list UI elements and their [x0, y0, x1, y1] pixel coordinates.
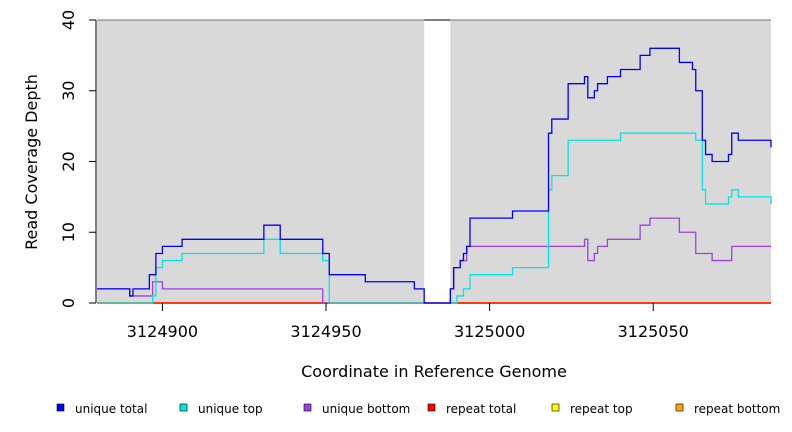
- legend-item-repeat-bottom: repeat bottom: [675, 402, 780, 416]
- y-tick-label: 20: [59, 151, 78, 171]
- legend-label: repeat bottom: [694, 402, 780, 416]
- legend-label: repeat top: [570, 402, 633, 416]
- legend-swatch: [675, 403, 684, 412]
- x-axis: 3124900 3124950 3125000 3125050: [127, 303, 689, 341]
- y-tick-label: 10: [59, 222, 78, 242]
- legend-item-repeat-top: repeat top: [551, 402, 633, 416]
- y-tick-label: 40: [59, 10, 78, 30]
- x-tick-label: 3124950: [290, 322, 361, 341]
- legend-label: unique bottom: [322, 402, 410, 416]
- legend-label: unique total: [75, 402, 147, 416]
- legend-item-unique-top: unique top: [179, 402, 263, 416]
- x-axis-title: Coordinate in Reference Genome: [301, 362, 567, 381]
- y-tick-label: 30: [59, 81, 78, 101]
- legend-label: unique top: [198, 402, 263, 416]
- series-line-unique-top: [97, 132, 772, 304]
- legend-item-unique-total: unique total: [56, 402, 147, 416]
- series-line-unique-total: [97, 47, 772, 304]
- legend-swatch: [56, 403, 65, 412]
- y-axis: 0 10 20 30 40: [59, 10, 97, 308]
- legend-swatch: [427, 403, 436, 412]
- legend: unique total unique top unique bottom repea…: [56, 402, 780, 416]
- series-layer: [97, 47, 772, 304]
- x-tick-label: 3124900: [127, 322, 198, 341]
- y-tick-label: 0: [59, 298, 78, 308]
- plot-background: [97, 20, 771, 303]
- series-line-unique-bottom: [97, 217, 771, 304]
- x-tick-label: 3125000: [454, 322, 525, 341]
- legend-label: repeat total: [446, 402, 516, 416]
- legend-swatch: [303, 403, 312, 412]
- legend-swatch: [179, 403, 188, 412]
- plot-panel-left: [97, 20, 425, 303]
- y-axis-title: Read Coverage Depth: [22, 74, 41, 250]
- legend-swatch: [551, 403, 560, 412]
- x-tick-label: 3125050: [618, 322, 689, 341]
- legend-item-unique-bottom: unique bottom: [303, 402, 410, 416]
- legend-item-repeat-total: repeat total: [427, 402, 516, 416]
